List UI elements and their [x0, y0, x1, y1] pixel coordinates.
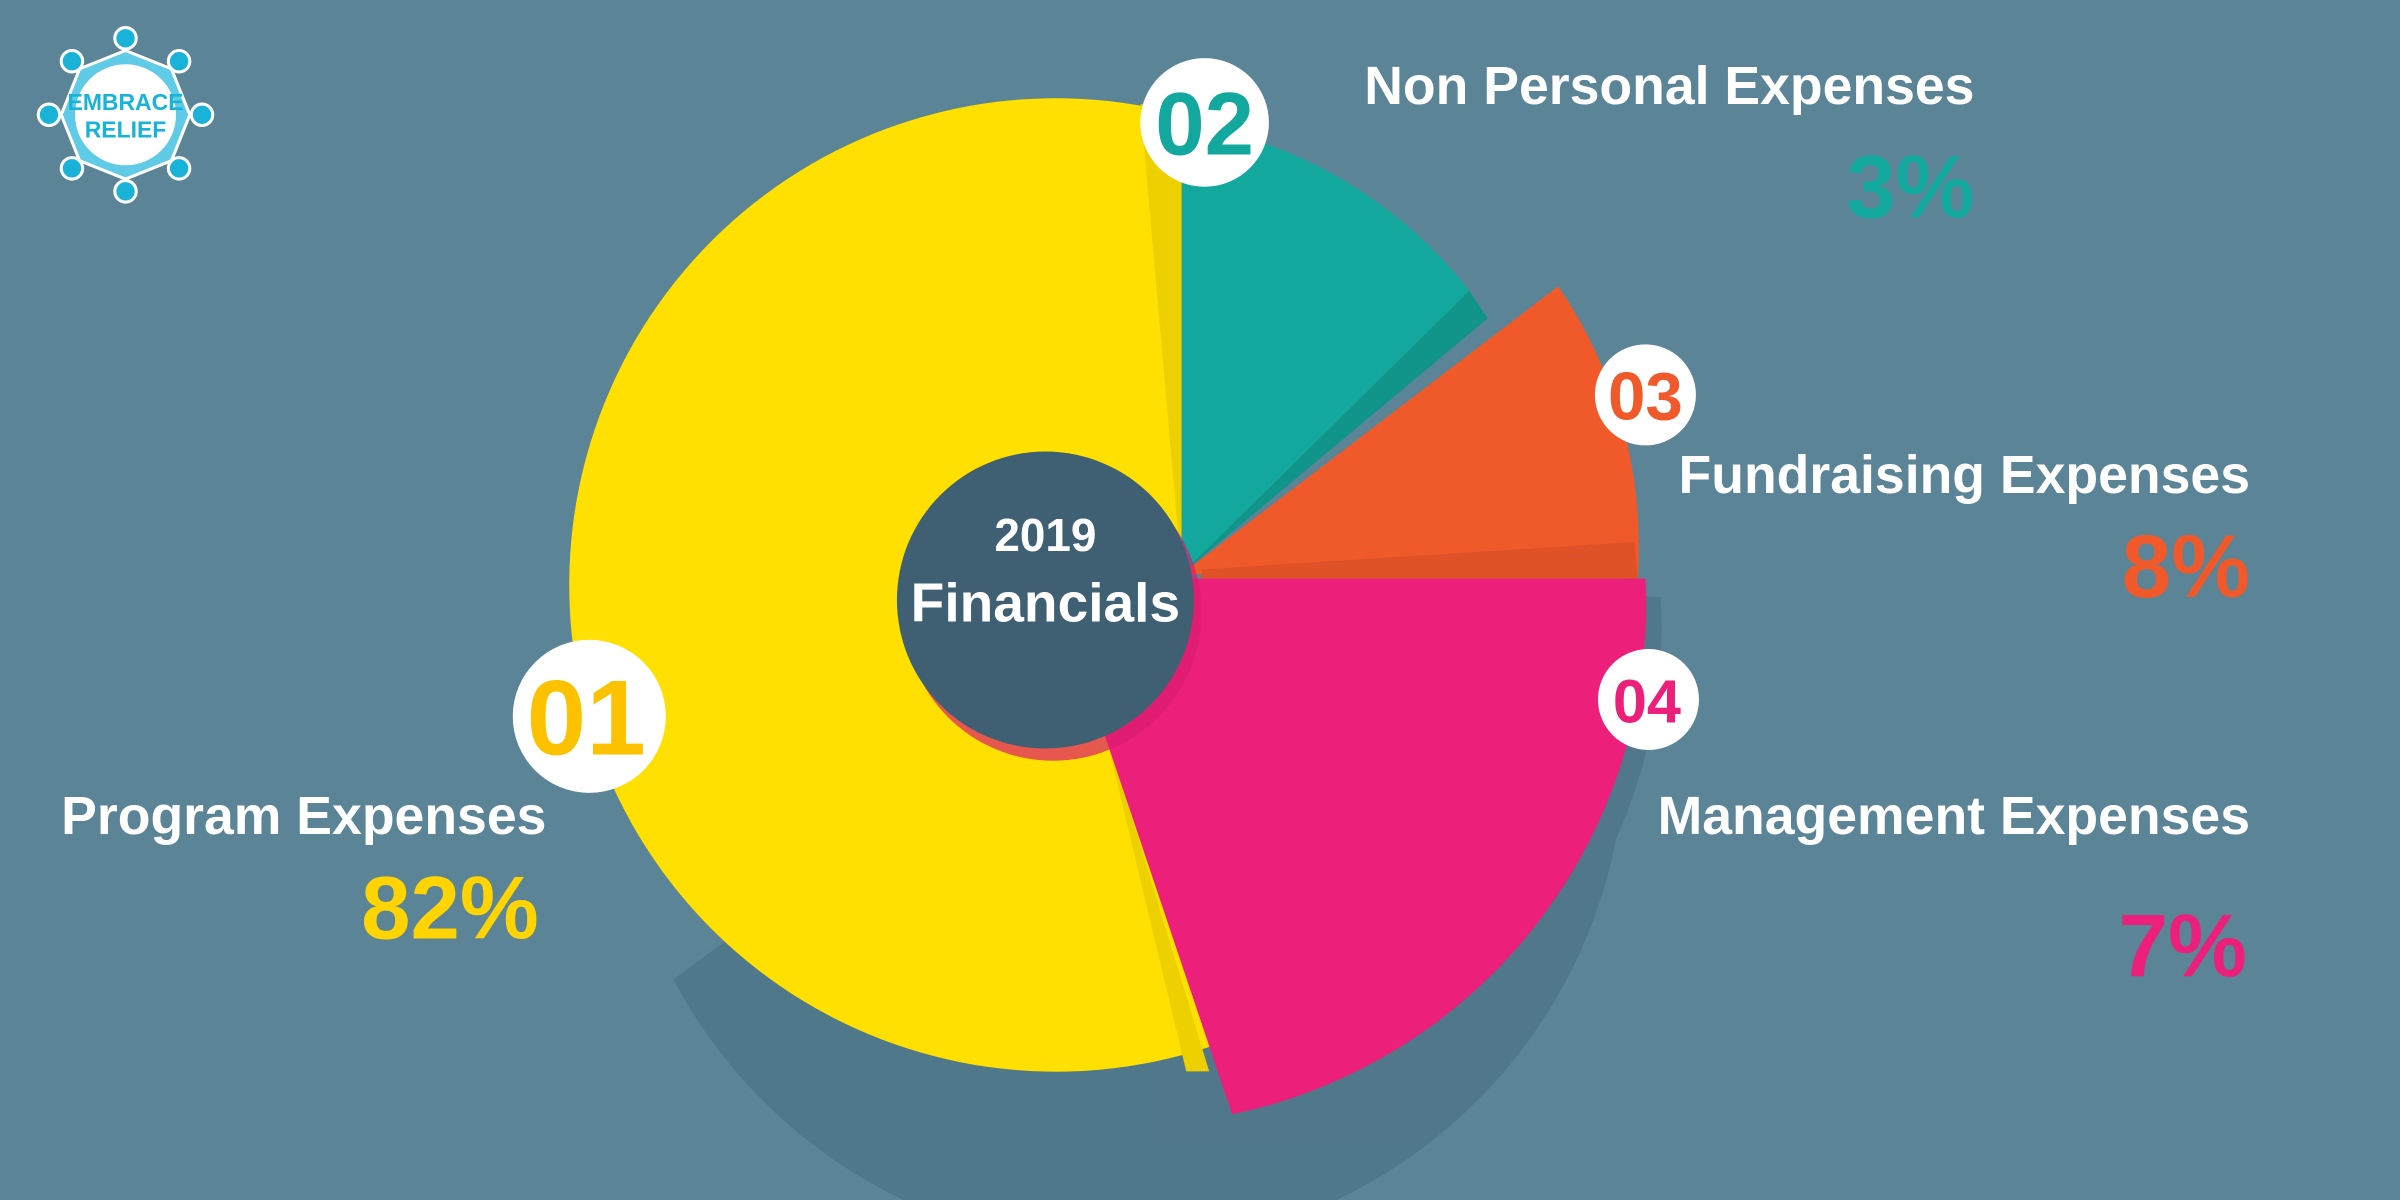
label-fundraising-expenses: Fundraising Expenses — [1679, 446, 2250, 505]
logo-text-line1: EMBRACE — [68, 89, 184, 115]
slice-fundraising-expenses-shade — [1201, 541, 1638, 579]
badge-01: 01 — [512, 639, 666, 793]
label-program-expenses: Program Expenses — [61, 787, 546, 846]
slice-management-expenses[interactable] — [1102, 578, 1647, 1115]
badge-number: 02 — [1155, 75, 1254, 174]
slice-non-personal-expenses[interactable] — [1181, 122, 1470, 574]
hub-circle — [896, 451, 1194, 749]
slice-non-personal-expenses-shade — [1181, 290, 1488, 574]
label-non-personal-expenses: Non Personal Expenses — [1364, 57, 1974, 116]
badge-number: 04 — [1613, 667, 1681, 735]
value-non-personal-expenses: 3% — [1846, 137, 1974, 236]
slice-fundraising-expenses[interactable] — [1181, 286, 1639, 579]
logo-text-line2: RELIEF — [85, 117, 167, 143]
badge-number: 01 — [527, 658, 646, 778]
label-management-expenses: Management Expenses — [1658, 787, 2250, 846]
value-management-expenses: 7% — [2119, 897, 2247, 996]
embrace-relief-logo: EMBRACE RELIEF — [36, 26, 215, 204]
value-program-expenses: 82% — [361, 858, 539, 957]
badge-03: 03 — [1594, 344, 1696, 446]
chart-title: Financials — [911, 571, 1180, 633]
badge-04: 04 — [1597, 648, 1699, 750]
badge-number: 03 — [1608, 359, 1683, 434]
chart-title-year: 2019 — [994, 509, 1096, 561]
value-fundraising-expenses: 8% — [2122, 517, 2250, 616]
badge-02: 02 — [1140, 58, 1269, 187]
slice-program-expenses[interactable] — [569, 98, 1210, 1072]
